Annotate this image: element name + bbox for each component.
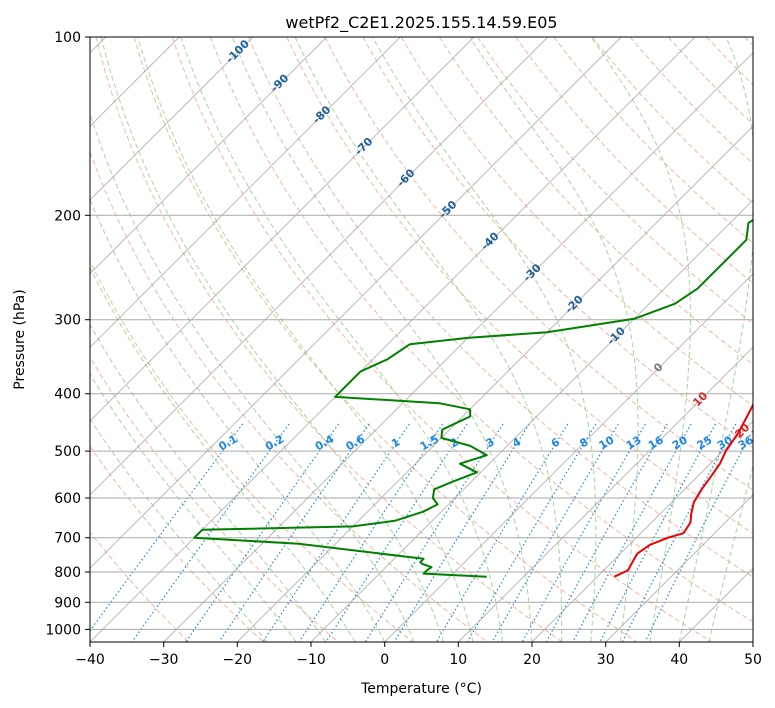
dry-adiabat-line: [477, 37, 753, 325]
moist-adiabat-line: [294, 37, 563, 642]
dry-adiabat-line: [362, 37, 753, 449]
dry-adiabat-line: [210, 37, 753, 623]
dry-adiabat-line: [171, 37, 712, 642]
moist-adiabat-line: [469, 37, 639, 642]
mixing-ratio-line: [325, 423, 468, 642]
mixing-ratio-line: [491, 423, 619, 642]
y-tick-label: 900: [54, 595, 81, 611]
isotherm-gridline: [605, 494, 753, 642]
y-tick-label: 500: [54, 444, 81, 460]
isotherm-gridline: [90, 37, 401, 348]
moist-adiabats: [90, 37, 753, 642]
mixing-ratio-line: [545, 423, 668, 642]
moist-adiabat-line: [90, 418, 268, 642]
temperature-profile-line: [613, 402, 753, 578]
sounding-profiles: [193, 218, 753, 578]
moist-adiabat-line: [231, 37, 533, 642]
moist-adiabat-line: [180, 37, 503, 642]
mixing-ratio-label: 36: [736, 433, 756, 452]
y-tick-label: 800: [54, 565, 81, 581]
y-tick-label: 400: [54, 387, 81, 403]
x-tick-label: 30: [597, 652, 615, 668]
dry-adiabat-line: [90, 445, 264, 642]
moist-adiabat-line: [137, 37, 474, 642]
isotherm-gridline: [384, 273, 753, 642]
moist-adiabat-line: [590, 37, 691, 642]
isotherm-gridline: [90, 37, 475, 422]
dry-adiabat-line: [90, 259, 414, 642]
x-tick-label: −20: [223, 652, 253, 668]
dry-adiabat-line: [90, 150, 488, 642]
moist-adiabat-line: [100, 37, 445, 642]
x-tick-label: −40: [75, 652, 105, 668]
isotherm-gridline: [236, 125, 753, 642]
x-tick-label: 20: [523, 652, 541, 668]
mixing-ratio-line: [90, 423, 244, 632]
dry-adiabat-line: [95, 37, 563, 642]
pressure-gridlines: [90, 37, 753, 630]
y-tick-label: 100: [54, 30, 81, 46]
isotherm-gridline: [90, 37, 696, 642]
isotherm-gridline: [90, 37, 328, 275]
y-tick-label: 700: [54, 531, 81, 547]
y-axis-ticks: 100 200 300 400 500 600 700 800 900 1000: [45, 30, 90, 638]
dry-adiabat-line: [400, 37, 753, 407]
dry-adiabat-line: [324, 37, 753, 491]
x-tick-label: 50: [744, 652, 762, 668]
moist-adiabat-line: [678, 37, 753, 642]
moist-adiabat-line: [708, 464, 753, 642]
dry-adiabat-line: [90, 531, 190, 642]
mixing-ratio-line: [521, 423, 646, 642]
y-tick-label: 1000: [45, 622, 81, 638]
mixing-ratio-line: [131, 423, 290, 642]
dry-adiabat-line: [133, 37, 638, 642]
moist-adiabat-line: [372, 37, 597, 642]
dry-adiabat-line: [515, 37, 753, 284]
dry-adiabat-line: [286, 37, 753, 534]
mixing-ratio-line: [621, 423, 737, 642]
dewpoint-profile-line: [193, 218, 753, 578]
x-tick-label: 40: [670, 652, 688, 668]
y-tick-label: 600: [54, 491, 81, 507]
mixing-ratio-lines: [90, 423, 753, 642]
mixing-ratio-line: [599, 423, 717, 642]
moist-adiabat-line: [90, 373, 297, 642]
x-tick-label: −10: [296, 652, 326, 668]
mixing-ratio-line: [644, 428, 753, 642]
x-tick-label: 10: [449, 652, 467, 668]
isotherm-gridline: [90, 37, 254, 201]
x-axis-label: Temperature (°C): [360, 681, 482, 697]
isotherm-gridline: [531, 420, 753, 642]
moist-adiabat-line: [90, 266, 356, 642]
mixing-ratio-line: [185, 423, 340, 642]
x-tick-label: 0: [380, 652, 389, 668]
y-axis-label: Pressure (hPa): [12, 289, 28, 389]
chart-title: wetPf2_C2E1.2025.155.14.59.E05: [285, 13, 557, 33]
moist-adiabat-line: [90, 198, 386, 642]
mixing-ratio-line: [393, 423, 530, 642]
dry-adiabat-line: [438, 37, 753, 366]
isotherm-gridline: [90, 37, 622, 569]
mixing-ratio-line: [435, 423, 569, 642]
x-tick-label: −30: [149, 652, 179, 668]
isotherm-gridline: [310, 199, 753, 642]
isotherm-gridline: [457, 346, 753, 642]
mixing-ratio-line: [466, 423, 597, 642]
y-tick-label: 300: [54, 313, 81, 329]
moist-adiabat-line: [90, 323, 327, 642]
isotherm-gridline: [90, 37, 549, 496]
skewed-isotherms: [90, 37, 753, 642]
plot-frame: [89, 36, 754, 643]
y-tick-label: 200: [54, 208, 81, 224]
dry-adiabat-line: [248, 37, 753, 578]
x-axis-ticks: −40 −30 −20 −10 0 10 20 30 40 50: [75, 642, 762, 668]
